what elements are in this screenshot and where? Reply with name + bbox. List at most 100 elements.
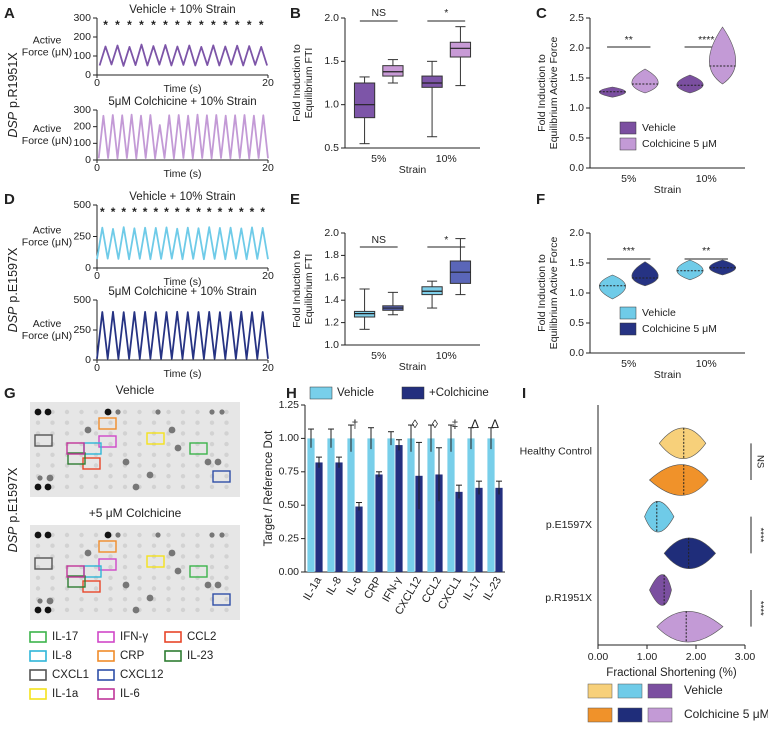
y-tick-label: 1.4 (324, 294, 339, 306)
cytokine-box (98, 417, 117, 430)
blot-spot (122, 474, 128, 479)
blot-spot (166, 452, 171, 457)
y-tick-label: 1.0 (324, 339, 339, 351)
blot-spot (195, 474, 200, 479)
y-tick-label: 0.0 (569, 347, 584, 359)
legend-label: Vehicle (642, 122, 676, 134)
y-tick-label: 500 (73, 199, 91, 211)
peak-mark: * (207, 205, 212, 219)
legend-swatch (29, 650, 47, 662)
legend-swatch (587, 707, 613, 723)
blot-spot (93, 431, 99, 436)
blot-spot (64, 597, 70, 602)
blot-spot (50, 586, 55, 591)
peak-mark: * (235, 18, 240, 32)
legend-swatch (164, 631, 182, 643)
peak-mark: * (247, 18, 252, 32)
x-axis-label: Fractional Shortening (%) (606, 667, 737, 679)
blot-spot (64, 484, 70, 490)
blot-spot (35, 564, 41, 570)
blot-spot (93, 452, 99, 457)
blot-spot (209, 420, 215, 425)
blot-spot (64, 431, 70, 436)
blot-spot (224, 452, 229, 457)
significance-label: ◊ (412, 417, 418, 431)
blot-spot (224, 607, 229, 613)
y-axis-label: Equilibrium FTI (303, 254, 315, 325)
gene-name: DSP (6, 306, 20, 332)
blot-spot (64, 554, 70, 559)
row-label: DSP p.E1597X (6, 467, 20, 552)
violin (709, 26, 736, 85)
blot-spot (168, 426, 176, 434)
blot-spot (137, 586, 142, 591)
violin (658, 427, 707, 459)
blot-spot (35, 575, 41, 580)
y-axis-label: Force (μN) (22, 135, 72, 147)
y-tick-label: 0.5 (569, 132, 584, 144)
y-tick-label: 1.5 (324, 55, 339, 67)
blot-spot (209, 463, 215, 468)
legend-label: IL-6 (120, 688, 140, 700)
x-tick-label: 5% (621, 173, 636, 185)
blot-spot (50, 409, 55, 415)
blot-spot (64, 409, 70, 415)
legend-label: CXCL1 (52, 669, 89, 681)
blot-spot (224, 431, 229, 436)
violin (663, 537, 716, 569)
y-tick-label: 1.0 (569, 102, 584, 114)
legend-swatch (309, 386, 333, 400)
blot-spot (151, 532, 157, 538)
blot-spot (137, 532, 142, 538)
legend-label: Vehicle (684, 683, 723, 697)
y-tick-label: 1.0 (324, 98, 339, 110)
significance-label: Δ (471, 417, 479, 431)
legend-swatch (97, 631, 115, 643)
legend-swatch (401, 386, 425, 400)
bar (315, 462, 323, 572)
y-axis-label: Target / Reference Dot (263, 430, 275, 547)
significance-label: * (444, 234, 448, 246)
blot-spot (108, 607, 113, 613)
bar (347, 438, 355, 572)
significance-label: NS (754, 455, 765, 468)
blot-spot (108, 564, 113, 570)
blot-title: Vehicle (116, 383, 155, 397)
gene-name: DSP (6, 526, 20, 552)
blot-spot (224, 441, 229, 447)
blot-spot (137, 409, 142, 415)
blot-spot (195, 409, 200, 415)
blot-spot (224, 532, 229, 538)
blot-spot (35, 452, 41, 457)
significance-label: ‡ (452, 417, 459, 431)
legend-label: IL-23 (187, 650, 213, 662)
cytokine-box (146, 555, 165, 568)
blot-spot (209, 607, 215, 613)
blot-spot (166, 607, 171, 613)
variant-name: p.E1597X (6, 247, 20, 303)
legend-swatch (587, 683, 613, 699)
peak-mark: * (223, 18, 228, 32)
blot-spot (122, 420, 128, 425)
y-axis-label: Equilibrium FTI (303, 48, 315, 119)
cytokine-box (98, 558, 117, 571)
peak-mark: * (127, 18, 132, 32)
legend-swatch (164, 650, 182, 662)
x-tick-label: 5% (371, 350, 386, 362)
blot-spot (79, 543, 84, 548)
blot-spot (104, 531, 112, 539)
y-tick-label: 0.00 (279, 566, 300, 578)
x-axis-label: Strain (654, 184, 682, 196)
y-tick-label: 100 (73, 50, 91, 62)
blot-spot (50, 543, 55, 548)
cytokine-box (67, 575, 86, 588)
blot-spot (137, 420, 142, 425)
legend-swatch (619, 322, 637, 336)
blot-spot (219, 532, 225, 538)
blot-spot (108, 554, 113, 559)
y-tick-label: 500 (73, 294, 91, 306)
group-label: Healthy Control (520, 445, 592, 457)
blot-spot (137, 554, 142, 559)
peak-mark: * (143, 205, 148, 219)
force-trace (96, 226, 269, 261)
